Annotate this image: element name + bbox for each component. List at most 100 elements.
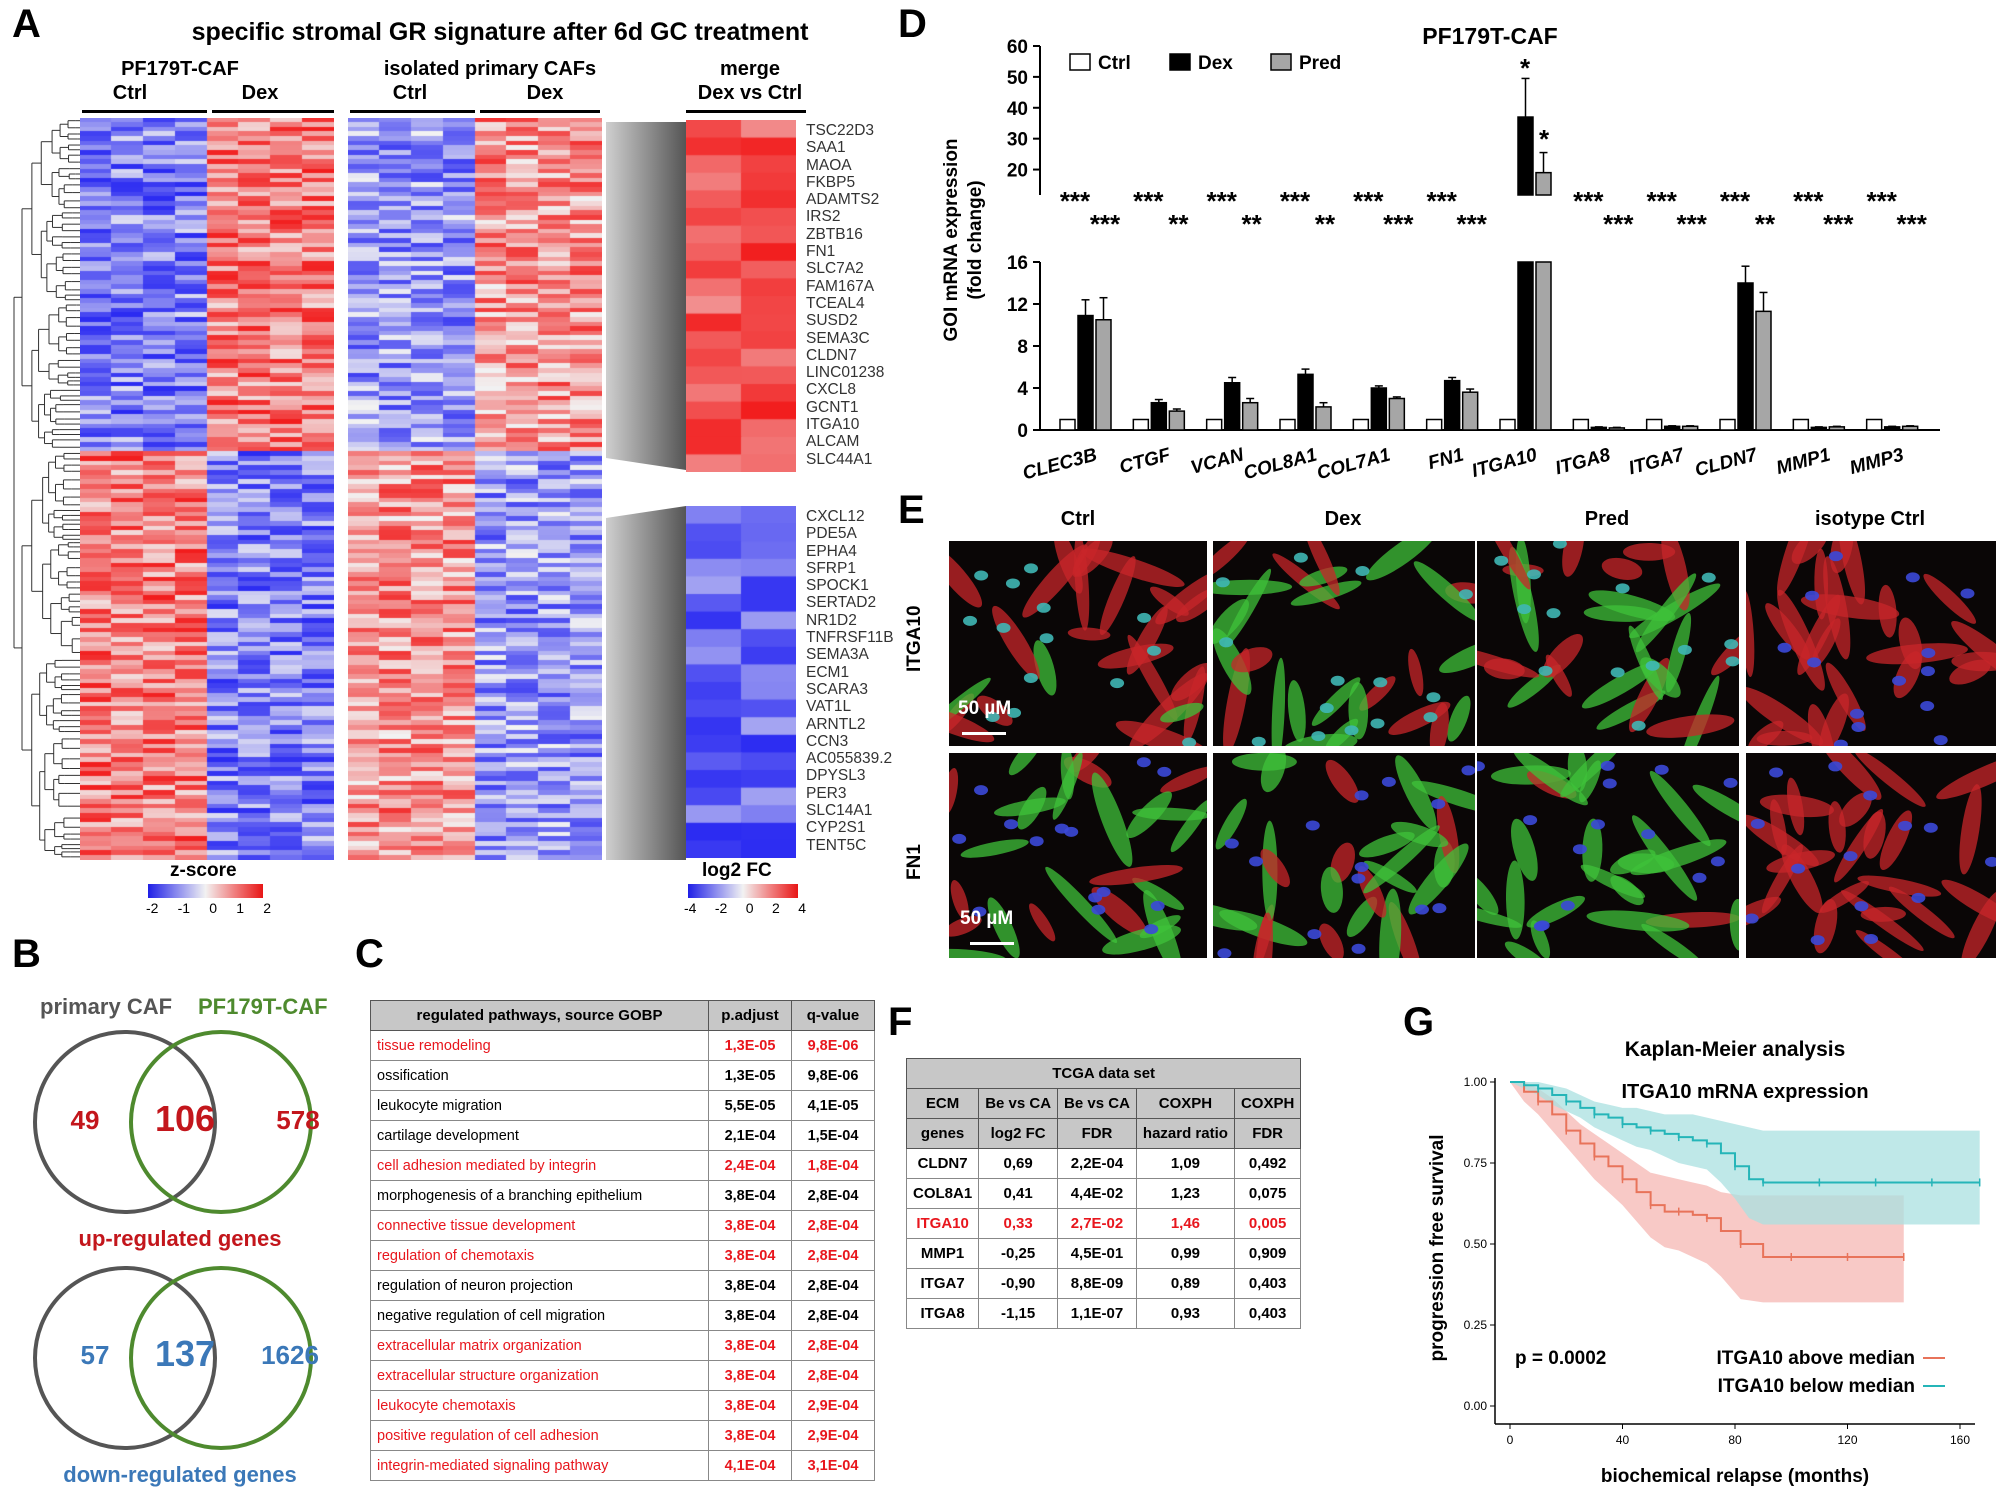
sig-pred: ** xyxy=(1168,209,1189,239)
chart-d-ytick: 4 xyxy=(1017,379,1028,400)
down-gene-label: PER3 xyxy=(806,784,847,802)
tcga-h-ecm: ECM xyxy=(905,1088,980,1119)
micro-row-itga10: ITGA10 xyxy=(904,605,925,672)
pathway-cell-padj: 2,4E-04 xyxy=(708,1150,792,1181)
bar-mmp3-dex xyxy=(1883,426,1901,431)
pathway-cell-padj: 3,8E-04 xyxy=(708,1210,792,1241)
up-gene-label: GCNT1 xyxy=(806,398,859,416)
pathway-cell-pathway: regulation of chemotaxis xyxy=(370,1240,709,1271)
tcga-title: TCGA data set xyxy=(905,1058,1302,1089)
down-gene-label: CXCL12 xyxy=(806,508,865,525)
pathway-cell-pathway: positive regulation of cell adhesion xyxy=(370,1420,709,1451)
label-primary-caf: primary CAF xyxy=(40,994,173,1019)
bar-upper-itga10-pred xyxy=(1535,171,1552,196)
zscore-tick: -2 xyxy=(146,900,159,916)
down-gene-label: VAT1L xyxy=(806,698,852,716)
bar-itga10-dex xyxy=(1517,261,1534,431)
bar-ctgf-ctrl xyxy=(1132,418,1150,431)
down-gene-label: SERTAD2 xyxy=(806,594,877,612)
down-gene-label: PDE5A xyxy=(806,525,857,543)
down-gene-label: SCARA3 xyxy=(806,680,869,698)
down-gene-label: NR1D2 xyxy=(806,611,857,629)
bar-mmp3-pred xyxy=(1901,425,1919,431)
panel-label-b: B xyxy=(12,932,41,976)
pathway-cell-padj: 3,8E-04 xyxy=(708,1240,792,1271)
legend-swatch-ctrl xyxy=(1069,53,1091,71)
tcga-row: ITGA8 -1,15 1,1E-07 0,93 0,403 xyxy=(905,1298,1302,1329)
heatmap-pf179t xyxy=(80,118,334,860)
bar-vcan-dex xyxy=(1223,382,1241,431)
pathway-cell-padj: 4,1E-04 xyxy=(708,1450,792,1481)
xtick-mmp1: MMP1 xyxy=(1774,445,1832,479)
pathway-cell-q: 2,8E-04 xyxy=(791,1300,875,1331)
pathway-row: regulation of neuron projection 3,8E-04 2,… xyxy=(370,1270,875,1301)
sig-dex: *** xyxy=(1720,186,1751,216)
pathway-cell-padj: 1,3E-05 xyxy=(708,1060,792,1091)
group1-ctrl-bracket xyxy=(82,110,207,113)
zscore-title: z-score xyxy=(170,860,237,881)
down-gene-label: EPHA4 xyxy=(806,542,857,560)
pathway-cell-padj: 5,5E-05 xyxy=(708,1090,792,1121)
pathway-cell-pathway: ossification xyxy=(370,1060,709,1091)
xtick-ctgf: CTGF xyxy=(1117,444,1174,478)
tcga-cell-gene: CLDN7 xyxy=(905,1148,980,1179)
merge-bracket xyxy=(686,110,806,113)
down-gene-label: SEMA3A xyxy=(806,646,869,664)
tcga-h2-hr: hazard ratio xyxy=(1135,1118,1235,1149)
pathway-cell-q: 2,8E-04 xyxy=(791,1240,875,1271)
up-gene-label: CLDN7 xyxy=(806,346,857,364)
venn-diagrams xyxy=(33,1030,313,1450)
bar-mmp3-ctrl xyxy=(1865,418,1883,431)
pathway-cell-pathway: cartilage development xyxy=(370,1120,709,1151)
sig-dex: *** xyxy=(1793,186,1824,216)
group2-ctrl-label: Ctrl xyxy=(392,82,428,104)
venn-up-caption: up-regulated genes xyxy=(78,1226,282,1251)
bar-itga7-pred xyxy=(1681,425,1699,431)
km-xtick: 160 xyxy=(1950,1433,1970,1447)
pathway-table: regulated pathways, source GOBP p.adjust… xyxy=(370,1000,875,1481)
tcga-cell-fc: -0,25 xyxy=(978,1238,1059,1269)
km-ylabel: progression free survival xyxy=(1427,1134,1448,1361)
zscore-tick: 1 xyxy=(236,900,245,916)
panel-label-c: C xyxy=(355,932,384,976)
micrograph-image xyxy=(949,541,1207,746)
up-gene-label: IRS2 xyxy=(806,208,841,226)
pathway-cell-padj: 3,8E-04 xyxy=(708,1270,792,1301)
pathway-cell-q: 2,8E-04 xyxy=(791,1360,875,1391)
down-gene-label: ARNTL2 xyxy=(806,715,866,733)
tcga-cell-fc: 0,33 xyxy=(978,1208,1059,1239)
up-gene-label: TCEAL4 xyxy=(806,294,865,312)
sig-dex: * xyxy=(1520,53,1531,83)
down-gene-label: SPOCK1 xyxy=(806,577,869,595)
group2-ctrl-bracket xyxy=(350,110,475,113)
micro-col-isotype: isotype Ctrl xyxy=(1814,508,1926,530)
pathway-cell-q: 2,8E-04 xyxy=(791,1180,875,1211)
pathway-row: connective tissue development 3,8E-04 2,8E… xyxy=(370,1210,875,1241)
chart-d-ytick: 0 xyxy=(1017,421,1028,442)
tcga-cell-cfdr: 0,403 xyxy=(1233,1268,1302,1299)
group1-dex-label: Dex xyxy=(241,82,279,104)
merge-label: merge xyxy=(719,58,781,80)
micrograph-image xyxy=(949,753,1207,958)
sig-pred: *** xyxy=(1676,209,1707,239)
tcga-cell-fdr: 8,8E-09 xyxy=(1057,1268,1137,1299)
up-gene-label: SEMA3C xyxy=(806,329,870,347)
sig-dex: *** xyxy=(1353,186,1384,216)
sig-dex: *** xyxy=(1866,186,1897,216)
up-gene-label: LINC01238 xyxy=(806,364,885,382)
sig-pred: *** xyxy=(1383,209,1414,239)
micrograph-fn1-dex xyxy=(1212,752,1476,959)
venn-up-left: 49 xyxy=(70,1105,100,1135)
panel-label-e: E xyxy=(898,488,925,532)
tcga-cell-gene: ITGA8 xyxy=(905,1298,980,1329)
scale-bar-2 xyxy=(970,942,1014,945)
sig-dex: *** xyxy=(1133,186,1164,216)
km-xtick: 120 xyxy=(1837,1433,1857,1447)
tcga-h2-fdr: FDR xyxy=(1057,1118,1137,1149)
pathway-cell-pathway: integrin-mediated signaling pathway xyxy=(370,1450,709,1481)
pathway-cell-padj: 3,8E-04 xyxy=(708,1360,792,1391)
pathway-cell-padj: 3,8E-04 xyxy=(708,1300,792,1331)
scale-bar-label-1: 50 µM xyxy=(958,698,1012,719)
pathway-row: integrin-mediated signaling pathway 4,1E-… xyxy=(370,1450,875,1481)
zscore-tick: -1 xyxy=(177,900,191,916)
